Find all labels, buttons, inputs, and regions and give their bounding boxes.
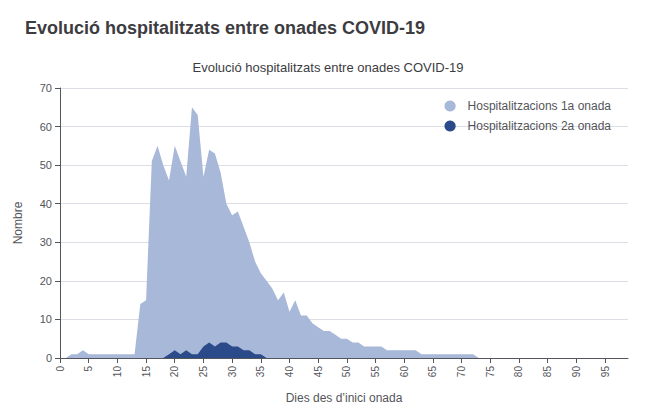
svg-text:50: 50 [341,366,352,378]
svg-text:20: 20 [169,366,180,378]
svg-text:70: 70 [456,366,467,378]
svg-text:95: 95 [600,366,611,378]
svg-text:0: 0 [55,366,66,372]
svg-text:Nombre: Nombre [11,201,25,244]
svg-text:Dies des d’inici onada: Dies des d’inici onada [286,391,403,405]
svg-text:75: 75 [485,366,496,378]
svg-text:55: 55 [370,366,381,378]
svg-text:10: 10 [112,366,123,378]
svg-text:40: 40 [40,198,52,210]
svg-text:35: 35 [255,366,266,378]
svg-text:15: 15 [141,366,152,378]
svg-text:45: 45 [313,366,324,378]
svg-text:20: 20 [40,275,52,287]
svg-text:90: 90 [571,366,582,378]
svg-text:0: 0 [46,352,52,364]
svg-text:Hospitalitzacions 2a onada: Hospitalitzacions 2a onada [468,119,612,133]
svg-text:65: 65 [427,366,438,378]
svg-text:Evolució hospitalitzats entre: Evolució hospitalitzats entre onades COV… [193,60,464,75]
svg-text:40: 40 [284,366,295,378]
svg-text:80: 80 [513,366,524,378]
svg-text:5: 5 [83,366,94,372]
svg-text:60: 60 [399,366,410,378]
svg-text:50: 50 [40,159,52,171]
svg-text:25: 25 [198,366,209,378]
svg-text:Hospitalitzacions 1a onada: Hospitalitzacions 1a onada [468,99,612,113]
svg-text:85: 85 [542,366,553,378]
svg-text:30: 30 [227,366,238,378]
svg-text:70: 70 [40,82,52,94]
svg-text:30: 30 [40,236,52,248]
svg-text:60: 60 [40,121,52,133]
svg-text:10: 10 [40,313,52,325]
svg-text:Evolució hospitalitzats entre: Evolució hospitalitzats entre onades COV… [25,18,425,38]
